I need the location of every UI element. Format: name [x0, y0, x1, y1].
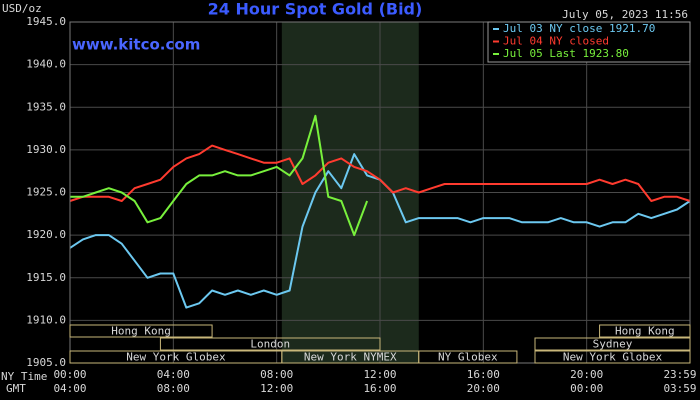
legend-label: Jul 05 Last 1923.80 [503, 47, 629, 60]
session-label: London [250, 338, 290, 351]
session-label: New York NYMEX [304, 351, 397, 364]
session-label: Hong Kong [111, 325, 171, 338]
session-box [599, 324, 691, 338]
y-axis-label: USD/oz [2, 2, 42, 15]
y-tick-label: 1930.0 [26, 143, 66, 156]
x-tick-label: 12:00 [260, 382, 293, 395]
x-tick-label: 20:00 [570, 368, 603, 381]
y-tick-label: 1940.0 [26, 58, 66, 71]
x-tick-label: 00:00 [570, 382, 603, 395]
y-tick-label: 1925.0 [26, 186, 66, 199]
session-label: New York Globex [126, 351, 226, 364]
y-tick-label: 1910.0 [26, 313, 66, 326]
x-tick-label: 12:00 [363, 368, 396, 381]
x-tick-label: 16:00 [467, 368, 500, 381]
session-box [159, 337, 381, 351]
session-box [534, 337, 691, 351]
x-tick-label: 04:00 [157, 368, 190, 381]
session-label: NY Globex [438, 351, 498, 364]
x-tick-label: 04:00 [53, 382, 86, 395]
watermark: www.kitco.com [72, 36, 200, 54]
x-row-label: GMT [6, 382, 26, 395]
x-tick-label: 00:00 [53, 368, 86, 381]
x-tick-label: 08:00 [260, 368, 293, 381]
chart-title: 24 Hour Spot Gold (Bid) [208, 0, 423, 19]
legend-label: Jul 03 NY close 1921.70 [503, 22, 655, 35]
grid-layer [69, 21, 691, 364]
session-box [418, 350, 518, 364]
session-box [69, 324, 213, 338]
x-tick-label: 16:00 [363, 382, 396, 395]
x-tick-label: 03:59 [663, 382, 696, 395]
legend-label: Jul 04 NY closed [503, 35, 609, 48]
x-row-label: NY Time [1, 370, 47, 383]
y-tick-label: 1920.0 [26, 228, 66, 241]
session-box [534, 350, 691, 364]
y-tick-label: 1935.0 [26, 100, 66, 113]
legend-box [487, 21, 691, 63]
price-line [69, 144, 691, 202]
session-label: New York Globex [563, 351, 663, 364]
chart-date: July 05, 2023 11:56 [562, 8, 688, 21]
session-label: Sydney [593, 338, 633, 351]
x-tick-label: 20:00 [467, 382, 500, 395]
x-tick-label: 08:00 [157, 382, 190, 395]
y-tick-label: 1915.0 [26, 271, 66, 284]
y-tick-label: 1945.0 [26, 15, 66, 28]
price-line [70, 114, 369, 237]
y-tick-label: 1905.0 [26, 356, 66, 369]
line-layer [69, 114, 691, 309]
session-label: Hong Kong [615, 325, 675, 338]
x-tick-label: 23:59 [663, 368, 696, 381]
